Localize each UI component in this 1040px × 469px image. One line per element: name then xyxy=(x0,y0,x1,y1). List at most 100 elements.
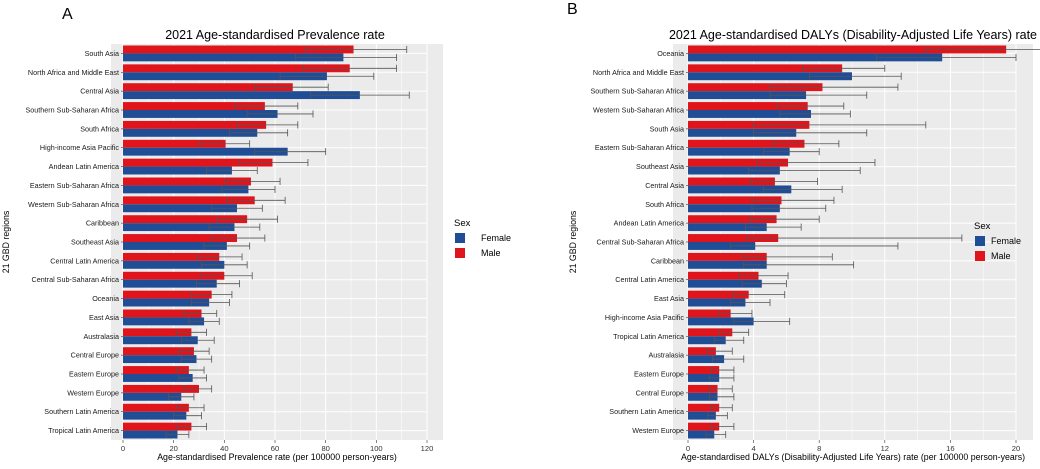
category-label: Andean Latin America xyxy=(49,162,119,171)
category-label: Southern Sub-Saharan Africa xyxy=(26,106,120,115)
category-label: High-income Asia Pacific xyxy=(40,143,119,152)
bar-male xyxy=(688,384,718,393)
bar-male xyxy=(688,403,720,412)
bar-female xyxy=(123,355,197,364)
category-label: Central Latin America xyxy=(50,256,119,265)
bar-female xyxy=(688,185,792,194)
category-label: Oceania xyxy=(92,294,119,303)
panel-a-y-axis-title: 21 GBD regions xyxy=(1,210,11,273)
bar-male xyxy=(688,83,823,92)
bar-male xyxy=(123,83,293,92)
x-tick-label: 40 xyxy=(220,444,228,453)
bar-female xyxy=(688,204,780,213)
panel-b-errorbars xyxy=(705,45,1040,439)
category-label: South Asia xyxy=(85,49,119,58)
category-label: East Asia xyxy=(654,294,684,303)
category-label: North Africa and Middle East xyxy=(593,68,684,77)
panel-a-legend-title: Sex xyxy=(454,218,471,229)
category-label: Western Sub-Saharan Africa xyxy=(593,106,684,115)
bar-male xyxy=(688,120,810,129)
bar-female xyxy=(123,223,235,232)
bar-female xyxy=(688,298,746,307)
panel-a-legend-swatch-female xyxy=(455,233,465,243)
bar-male xyxy=(688,271,759,280)
x-tick-label: 0 xyxy=(686,444,690,453)
panel-a-bars xyxy=(123,45,360,439)
panel-b-legend-swatch-male xyxy=(975,251,985,261)
panel-a-letter: A xyxy=(62,6,73,23)
panel-a-legend: Sex Female Male xyxy=(454,218,511,258)
x-tick-label: 4 xyxy=(751,444,755,453)
bar-female xyxy=(123,411,187,420)
bar-female xyxy=(123,204,237,213)
category-label: Southern Sub-Saharan Africa xyxy=(591,87,685,96)
panel-b-legend-label-male: Male xyxy=(991,251,1011,261)
panel-a: A 2021 Age-standardised Prevalence rate … xyxy=(1,6,511,462)
x-tick-label: 120 xyxy=(421,444,434,453)
category-label: East Asia xyxy=(89,313,119,322)
panel-b-legend-swatch-female xyxy=(975,236,985,246)
panel-b-category-labels: Oceania North Africa and Middle East South… xyxy=(591,49,688,435)
category-label: Central Asia xyxy=(80,87,119,96)
bar-male xyxy=(123,177,251,186)
x-tick-label: 16 xyxy=(946,444,954,453)
bar-female xyxy=(688,91,807,100)
bar-male xyxy=(123,290,212,299)
bar-male xyxy=(123,252,220,261)
bar-male xyxy=(123,403,189,412)
panel-a-x-ticks: 0 20 40 60 80 100 120 xyxy=(121,440,433,453)
bar-female xyxy=(688,355,725,364)
category-label: Western Europe xyxy=(67,388,119,397)
panel-b-legend: Sex Female Male xyxy=(974,221,1021,261)
bar-female xyxy=(123,166,232,175)
category-label: Tropical Latin America xyxy=(48,426,119,435)
category-label: Central Europe xyxy=(71,351,119,360)
bar-female xyxy=(123,91,360,100)
category-label: Australasia xyxy=(648,351,684,360)
category-label: Eastern Sub-Saharan Africa xyxy=(595,143,684,152)
panel-b-bars xyxy=(688,45,1007,439)
bar-male xyxy=(688,328,733,337)
bar-female xyxy=(123,298,210,307)
category-label: Caribbean xyxy=(651,256,684,265)
x-tick-label: 80 xyxy=(321,444,329,453)
bar-female xyxy=(688,336,726,345)
bar-female xyxy=(123,242,227,250)
bar-female xyxy=(688,430,715,439)
category-label: Australasia xyxy=(83,332,119,341)
panel-a-category-labels: South Asia North Africa and Middle East Ce… xyxy=(26,49,123,435)
bar-male xyxy=(688,139,805,148)
bar-female xyxy=(123,392,182,401)
bar-male xyxy=(688,177,775,186)
category-label: North Africa and Middle East xyxy=(28,68,119,77)
panel-b: B 2021 Age-standardised DALYs (Disabilit… xyxy=(567,1,1040,462)
bar-male xyxy=(688,196,782,205)
panel-b-x-axis-title: Age-standardised DALYs (Disability-Adjus… xyxy=(681,452,1025,462)
bar-male xyxy=(688,102,808,110)
category-label: Southern Latin America xyxy=(44,407,119,416)
bar-female xyxy=(688,223,767,232)
x-tick-label: 20 xyxy=(1012,444,1020,453)
panel-b-x-ticks: 0 4 8 12 16 20 xyxy=(686,440,1020,453)
bar-female xyxy=(123,260,225,269)
category-label: Eastern Sub-Saharan Africa xyxy=(30,181,119,190)
bar-female xyxy=(688,128,797,137)
x-tick-label: 12 xyxy=(881,444,889,453)
category-label: High-income Asia Pacific xyxy=(605,313,684,322)
bar-female xyxy=(123,128,258,137)
bar-male xyxy=(123,328,192,337)
category-label: Southeast Asia xyxy=(71,238,119,247)
bar-female xyxy=(688,110,811,118)
bar-female xyxy=(123,185,249,194)
bar-male xyxy=(123,139,226,148)
bar-male xyxy=(123,271,225,280)
bar-female xyxy=(123,110,278,118)
category-label: Eastern Europe xyxy=(634,370,684,379)
bar-male xyxy=(123,64,350,73)
category-label: Eastern Europe xyxy=(69,370,119,379)
panel-a-title: 2021 Age-standardised Prevalence rate xyxy=(165,28,385,42)
bar-male xyxy=(123,309,202,318)
category-label: Southern Latin America xyxy=(609,407,684,416)
category-label: Central Latin America xyxy=(615,275,684,284)
bar-male xyxy=(688,215,777,224)
